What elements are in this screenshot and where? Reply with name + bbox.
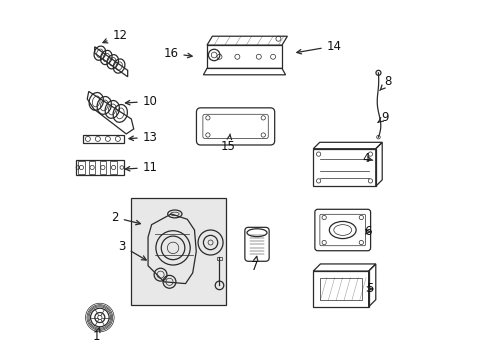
Text: 13: 13	[129, 131, 157, 144]
Bar	[82, 135, 123, 143]
Bar	[216, 257, 222, 260]
Bar	[100, 161, 106, 174]
Text: 5: 5	[365, 283, 372, 296]
Text: 14: 14	[296, 40, 341, 54]
Text: 6: 6	[364, 225, 371, 238]
Bar	[319, 278, 362, 300]
Text: 1: 1	[92, 327, 100, 343]
Bar	[89, 161, 95, 174]
Text: 15: 15	[221, 134, 235, 153]
Text: 10: 10	[125, 95, 157, 108]
Text: 2: 2	[111, 211, 140, 225]
Text: 8: 8	[379, 75, 391, 90]
Text: 4: 4	[362, 152, 372, 165]
Bar	[78, 161, 84, 174]
Text: 11: 11	[125, 161, 157, 174]
Text: 12: 12	[103, 29, 127, 43]
Text: 7: 7	[250, 256, 258, 273]
Bar	[76, 160, 123, 175]
Bar	[131, 198, 225, 305]
Text: 3: 3	[118, 240, 146, 260]
Bar	[110, 161, 117, 174]
Text: 9: 9	[377, 111, 387, 124]
Text: 16: 16	[163, 47, 192, 60]
Bar	[313, 271, 368, 307]
Bar	[313, 149, 375, 186]
